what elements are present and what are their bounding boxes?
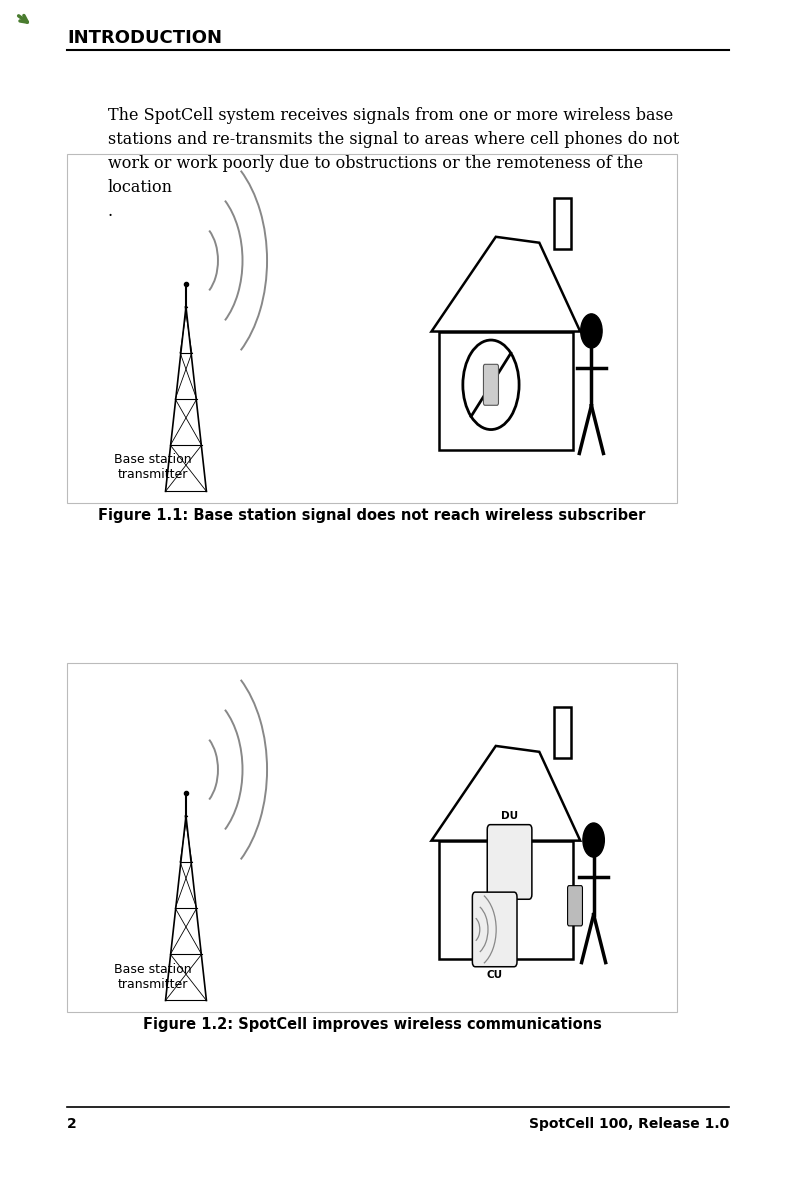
Text: Figure 1.1: Base station signal does not reach wireless subscriber: Figure 1.1: Base station signal does not…: [98, 508, 645, 522]
Text: INTRODUCTION: INTRODUCTION: [67, 28, 222, 47]
FancyArrowPatch shape: [19, 15, 28, 22]
FancyBboxPatch shape: [483, 365, 498, 405]
Text: DU: DU: [501, 811, 518, 822]
Circle shape: [583, 823, 604, 857]
FancyBboxPatch shape: [568, 886, 582, 926]
Text: Base station
transmitter: Base station transmitter: [114, 963, 191, 991]
Text: 2: 2: [67, 1117, 77, 1131]
Circle shape: [581, 314, 602, 348]
FancyBboxPatch shape: [487, 825, 532, 900]
Text: SpotCell 100, Release 1.0: SpotCell 100, Release 1.0: [528, 1117, 729, 1131]
Text: CU: CU: [486, 971, 503, 980]
Text: Figure 1.2: SpotCell improves wireless communications: Figure 1.2: SpotCell improves wireless c…: [142, 1017, 601, 1031]
FancyBboxPatch shape: [472, 893, 517, 966]
Text: The SpotCell system receives signals from one or more wireless base
stations and: The SpotCell system receives signals fro…: [108, 107, 679, 220]
Text: Base station
transmitter: Base station transmitter: [114, 453, 191, 482]
